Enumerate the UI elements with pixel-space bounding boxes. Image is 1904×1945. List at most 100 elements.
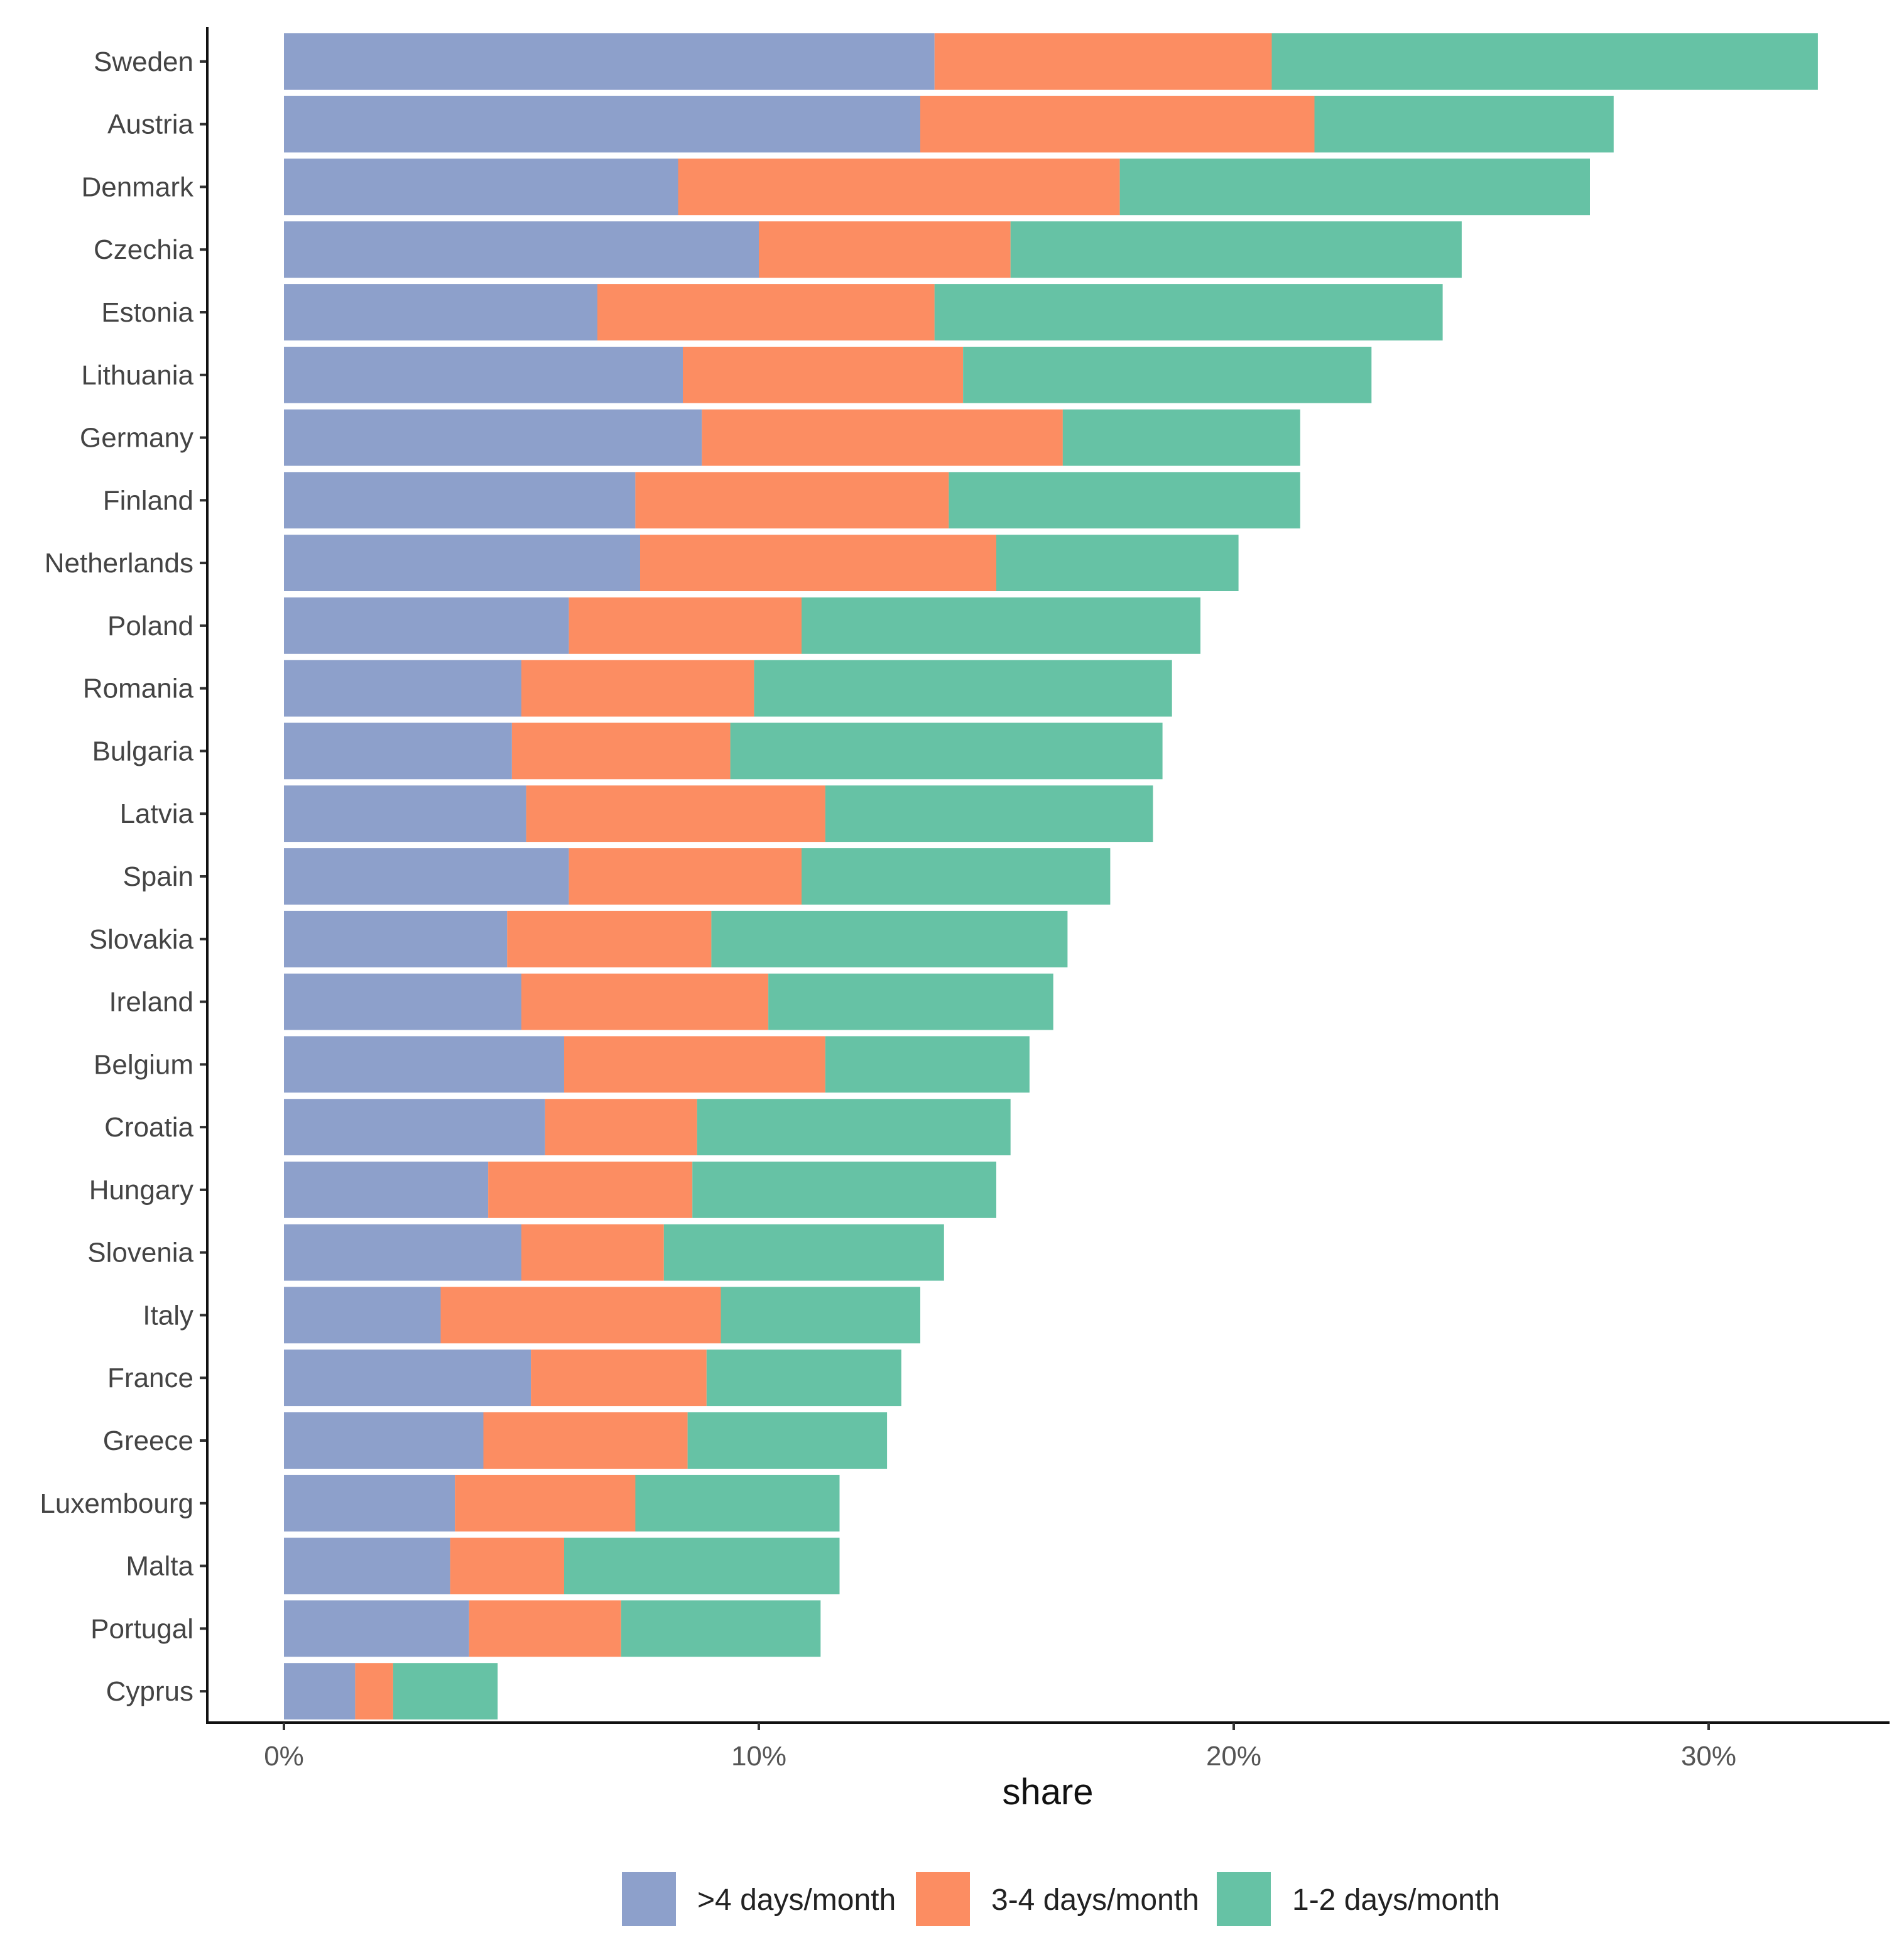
bar-segment-bulgaria-2 [730, 722, 1163, 780]
legend-label-2: 1-2 days/month [1292, 1883, 1500, 1917]
bar-segment-netherlands-0 [284, 535, 640, 591]
bar-segment-austria-2 [1314, 95, 1614, 153]
bar-segment-austria-1 [920, 95, 1315, 153]
bar-segment-czechia-2 [1010, 221, 1462, 278]
bar-segment-ireland-2 [768, 973, 1053, 1030]
bar-segment-hungary-2 [692, 1162, 996, 1218]
y-tick-label-slovakia: Slovakia [89, 924, 194, 955]
legend-key-1 [916, 1872, 970, 1926]
bar-segment-portugal-2 [621, 1600, 821, 1657]
bar-segment-belgium-0 [284, 1036, 564, 1093]
bar-segment-luxembourg-0 [284, 1474, 455, 1532]
bar-segment-netherlands-2 [996, 535, 1239, 591]
y-tick-label-denmark: Denmark [82, 172, 194, 202]
bar-segment-poland-0 [284, 597, 569, 654]
legend: >4 days/month 3-4 days/month 1-2 days/mont… [622, 1872, 1500, 1926]
bar-segment-france-1 [531, 1349, 707, 1407]
x-tick-label: 10% [731, 1741, 786, 1772]
legend-label-1: 3-4 days/month [991, 1883, 1199, 1917]
bar-segment-portugal-1 [469, 1600, 621, 1657]
legend-label-0: >4 days/month [697, 1883, 896, 1917]
bar-segment-estonia-2 [934, 284, 1443, 341]
bar-segment-poland-1 [568, 597, 802, 654]
bar-segment-belgium-1 [564, 1036, 825, 1093]
x-tick-label: 20% [1206, 1741, 1261, 1772]
y-tick-label-luxembourg: Luxembourg [40, 1488, 193, 1519]
bar-segment-latvia-2 [825, 785, 1153, 842]
bar-segment-romania-2 [754, 660, 1172, 717]
bar-segment-germany-0 [284, 409, 702, 466]
bar-segment-slovakia-2 [711, 910, 1068, 967]
y-tick-label-cyprus: Cyprus [106, 1676, 193, 1707]
bar-segment-slovenia-2 [663, 1224, 944, 1281]
bar-segment-finland-2 [949, 472, 1300, 529]
bar-segment-hungary-1 [488, 1162, 693, 1218]
bar-segment-italy-0 [284, 1287, 441, 1344]
bar-segment-luxembourg-1 [455, 1474, 636, 1532]
bar-segment-cyprus-0 [284, 1663, 356, 1719]
x-tick-label: 0% [264, 1741, 304, 1772]
bar-segment-spain-1 [568, 848, 802, 905]
bar-segment-malta-0 [284, 1537, 450, 1594]
bar-segment-romania-1 [521, 660, 754, 717]
y-tick-label-bulgaria: Bulgaria [92, 736, 194, 766]
y-tick-label-latvia: Latvia [120, 798, 194, 829]
bar-segment-cyprus-1 [355, 1663, 393, 1719]
bar-segment-croatia-2 [697, 1099, 1011, 1155]
bar-segment-italy-1 [440, 1287, 721, 1344]
x-axis: 0% 10% 20% 30% [206, 1721, 1890, 1772]
bar-segment-italy-2 [721, 1287, 920, 1344]
bar-segment-bulgaria-1 [511, 722, 731, 780]
bar-segment-germany-2 [1062, 409, 1300, 466]
bar-segment-belgium-2 [825, 1036, 1030, 1093]
bar-segment-finland-1 [635, 472, 949, 529]
bar-segment-spain-0 [284, 848, 569, 905]
y-tick-label-germany: Germany [80, 423, 193, 454]
bar-segment-malta-1 [450, 1537, 564, 1594]
y-tick-label-sweden: Sweden [94, 46, 193, 77]
bar-segment-czechia-0 [284, 221, 759, 278]
y-tick-label-hungary: Hungary [89, 1175, 193, 1206]
bar-segment-cyprus-2 [393, 1663, 498, 1719]
y-tick-label-greece: Greece [103, 1425, 193, 1456]
bar-segment-lithuania-0 [284, 346, 683, 403]
bar-segment-austria-0 [284, 95, 920, 153]
y-tick-label-finland: Finland [103, 485, 193, 516]
x-axis-title: share [1002, 1772, 1093, 1812]
y-tick-label-belgium: Belgium [94, 1049, 193, 1080]
bar-segment-sweden-0 [284, 33, 935, 90]
bar-segment-slovakia-1 [507, 910, 712, 967]
bar-segment-croatia-1 [545, 1099, 697, 1155]
y-tick-label-croatia: Croatia [104, 1112, 193, 1143]
bar-segment-spain-2 [802, 848, 1111, 905]
y-tick-label-slovenia: Slovenia [87, 1238, 193, 1268]
y-tick-label-lithuania: Lithuania [81, 360, 193, 391]
bar-segment-latvia-1 [526, 785, 825, 842]
bar-segment-ireland-1 [521, 973, 769, 1030]
bar-segment-sweden-1 [934, 33, 1272, 90]
category-axis: Sweden Austria Denmark Czechia Estonia Lithua… [40, 27, 209, 1723]
y-tick-label-portugal: Portugal [90, 1613, 193, 1644]
bar-segment-denmark-1 [678, 158, 1120, 215]
bar-segment-romania-0 [284, 660, 521, 717]
y-tick-label-ireland: Ireland [109, 987, 193, 1018]
bar-segment-germany-1 [702, 409, 1063, 466]
bar-segment-denmark-2 [1119, 158, 1590, 215]
legend-key-0 [622, 1872, 676, 1926]
bar-segment-czechia-1 [759, 221, 1011, 278]
x-tick-label: 30% [1681, 1741, 1736, 1772]
bar-segment-france-0 [284, 1349, 531, 1407]
bar-segment-denmark-0 [284, 158, 678, 215]
bar-segment-estonia-0 [284, 284, 597, 341]
y-tick-label-czechia: Czechia [94, 234, 193, 265]
bar-segment-lithuania-2 [963, 346, 1372, 403]
y-tick-label-poland: Poland [107, 611, 193, 641]
bar-segment-bulgaria-0 [284, 722, 512, 780]
bar-segment-poland-2 [802, 597, 1200, 654]
y-tick-label-netherlands: Netherlands [45, 548, 193, 579]
bar-segment-greece-2 [687, 1412, 888, 1469]
y-tick-label-estonia: Estonia [101, 297, 193, 328]
y-tick-label-italy: Italy [143, 1300, 193, 1331]
